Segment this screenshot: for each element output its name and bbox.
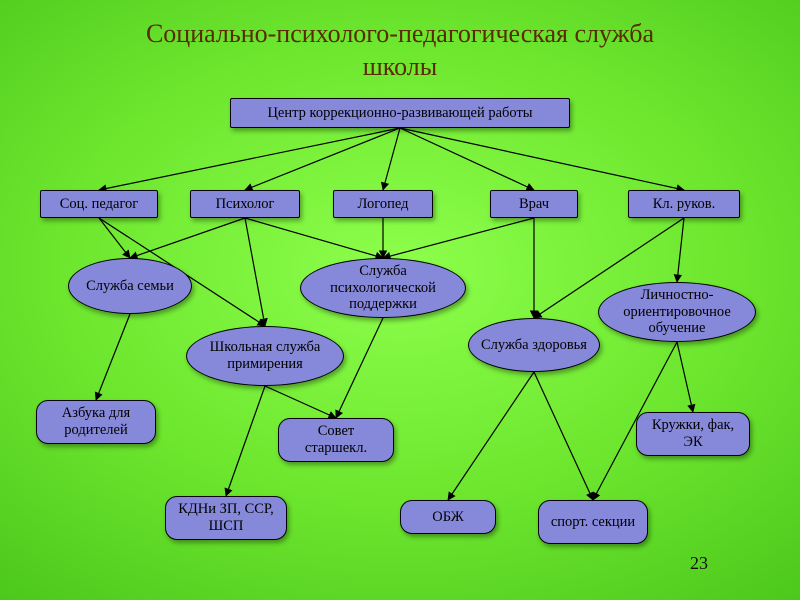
edge-doctor-psysup (383, 218, 534, 258)
node-person: Личностно-ориентировочное обучение (598, 282, 756, 342)
edge-mediate-sovet (265, 386, 336, 418)
node-center: Центр коррекционно-развивающей работы (230, 98, 570, 128)
title-line-2: школы (363, 52, 437, 81)
edge-center-klruk (400, 128, 684, 190)
edge-center-doctor (400, 128, 534, 190)
page-number: 23 (690, 553, 708, 574)
node-obzh: ОБЖ (400, 500, 496, 534)
node-kdn: КДНи ЗП, ССР, ШСП (165, 496, 287, 540)
page-title: Социально-психолого-педагогическая служб… (0, 18, 800, 83)
node-doctor: Врач (490, 190, 578, 218)
edge-center-soc (99, 128, 400, 190)
title-line-1: Социально-психолого-педагогическая служб… (146, 19, 654, 48)
node-abv: Азбука для родителей (36, 400, 156, 444)
node-psysup: Служба психологической поддержки (300, 258, 466, 318)
node-psy: Психолог (190, 190, 300, 218)
edge-soc-family (99, 218, 130, 258)
node-circles: Кружки, фак, ЭК (636, 412, 750, 456)
node-sovet: Совет старшекл. (278, 418, 394, 462)
node-mediate: Школьная служба примирения (186, 326, 344, 386)
edge-family-abv (96, 314, 130, 400)
edge-center-psy (245, 128, 400, 190)
node-health: Служба здоровья (468, 318, 600, 372)
node-soc: Соц. педагог (40, 190, 158, 218)
node-logo: Логопед (333, 190, 433, 218)
edge-mediate-kdn (226, 386, 265, 496)
node-sport: спорт. секции (538, 500, 648, 544)
edge-health-sport (534, 372, 593, 500)
edge-psy-psysup (245, 218, 383, 258)
edge-psysup-sovet (336, 318, 383, 418)
edge-klruk-person (677, 218, 684, 282)
node-family: Служба семьи (68, 258, 192, 314)
edge-psy-family (130, 218, 245, 258)
edge-person-circles (677, 342, 693, 412)
edge-health-obzh (448, 372, 534, 500)
edge-center-logo (383, 128, 400, 190)
node-klruk: Кл. руков. (628, 190, 740, 218)
edge-psy-mediate (245, 218, 265, 326)
